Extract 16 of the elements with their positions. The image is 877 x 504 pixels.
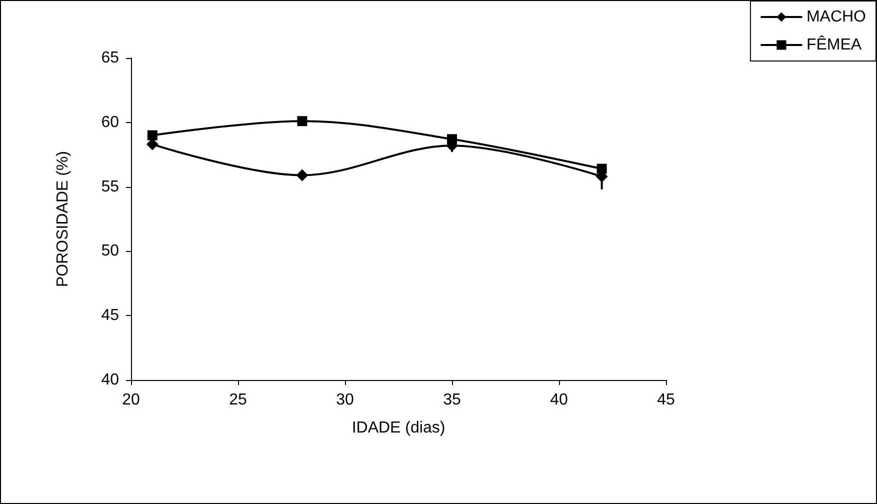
x-axis-title: IDADE (dias)	[352, 420, 446, 436]
y-tick-label: 45	[101, 307, 120, 324]
y-tick-label: 40	[101, 372, 120, 388]
x-tick-label: 45	[657, 392, 675, 408]
y-tick-label: 55	[101, 178, 120, 196]
legend-label: FÊMEA	[806, 36, 862, 54]
x-tick-label: 35	[443, 392, 461, 408]
x-tick-label: 25	[229, 392, 247, 408]
y-tick-label: 65	[101, 50, 120, 66]
legend-label: MACHO	[806, 8, 866, 26]
y-axis-title: POROSIDADE (%)	[54, 150, 72, 288]
y-tick-label: 50	[101, 242, 120, 260]
x-tick-label: 40	[550, 392, 568, 408]
x-tick-label: 30	[336, 392, 354, 408]
y-tick-label: 60	[101, 114, 120, 131]
x-tick-label: 20	[122, 392, 140, 408]
